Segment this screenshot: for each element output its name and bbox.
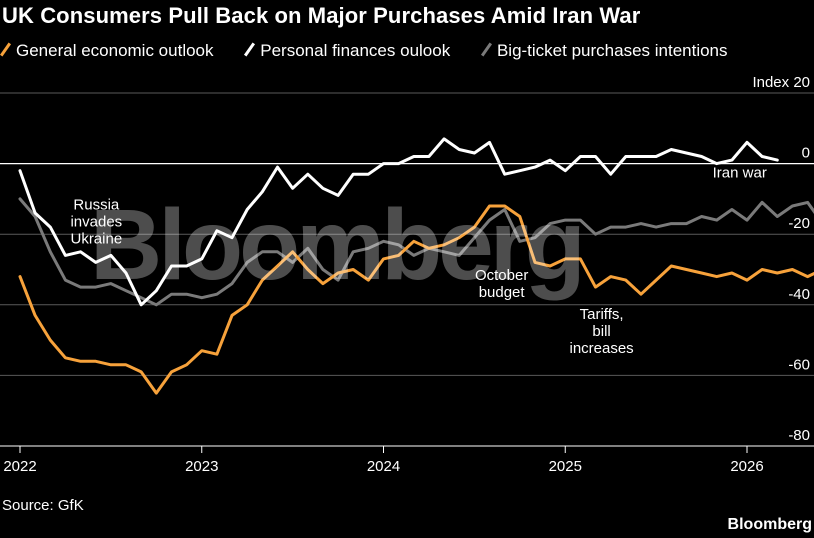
annotation: Russia invades Ukraine: [70, 196, 122, 247]
x-tick-label: 2024: [367, 458, 400, 475]
annotation-line: Ukraine: [70, 230, 122, 247]
series-line-general: [18, 204, 814, 395]
annotation-line: invades: [70, 213, 122, 230]
y-tick-label: -20: [788, 215, 810, 232]
annotations: Russia invades Ukraine October budget Tariffs…: [70, 165, 766, 357]
series-line-personal: [18, 137, 779, 307]
y-tick-label: -60: [788, 356, 810, 373]
legend-label-general: General economic outlook: [16, 40, 214, 60]
source-note: Source: GfK: [2, 497, 84, 514]
annotation-line: increases: [569, 340, 633, 357]
y-axis-labels: Index 20 0 -20 -40 -60 -80: [752, 74, 810, 444]
x-tick-label: 2025: [549, 458, 582, 475]
legend-label-personal: Personal finances oulook: [260, 40, 451, 60]
y-tick-label: -80: [788, 427, 810, 444]
annotation-line: Tariffs,: [580, 306, 624, 323]
annotation: Iran war: [713, 165, 767, 182]
annotation-line: October: [475, 267, 528, 284]
legend-label-bigticket: Big-ticket purchases intentions: [496, 40, 728, 60]
annotation-line: Russia: [73, 196, 120, 213]
x-tick-label: 2023: [185, 458, 218, 475]
annotation: October budget: [475, 267, 528, 301]
x-axis: 2022 2023 2024 2025 2026: [0, 445, 814, 475]
annotation-line: budget: [479, 284, 526, 301]
annotation: Tariffs, bill increases: [569, 306, 633, 357]
chart-title: UK Consumers Pull Back on Major Purchase…: [2, 3, 641, 28]
bloomberg-logo: Bloomberg: [727, 516, 812, 533]
series-lines: [18, 137, 814, 395]
legend-item-general: General economic outlook: [0, 40, 214, 61]
x-tick-label: 2022: [3, 458, 36, 475]
legend: General economic outlook Personal financ…: [0, 40, 758, 61]
annotation-line: bill: [592, 323, 610, 340]
x-tick-label: 2026: [730, 458, 763, 475]
y-tick-label: 0: [802, 145, 810, 162]
legend-item-personal: Personal finances oulook: [244, 40, 451, 61]
y-tick-label: -40: [788, 286, 810, 303]
y-tick-label: Index 20: [752, 74, 810, 91]
legend-item-bigticket: Big-ticket purchases intentions: [480, 40, 728, 61]
series-line-bigticket: [18, 197, 814, 307]
annotation-line: Iran war: [713, 165, 767, 182]
